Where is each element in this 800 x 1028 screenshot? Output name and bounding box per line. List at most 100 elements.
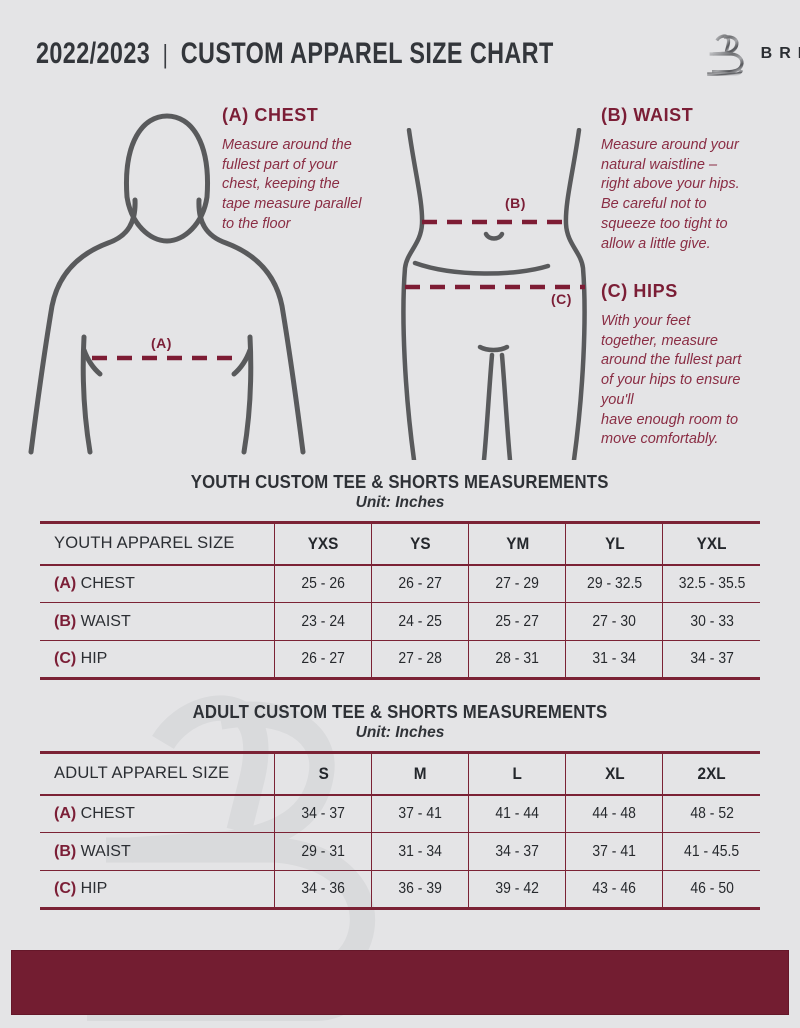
- size-range-cell: 26 - 27: [371, 564, 469, 603]
- youth-section-title: YOUTH CUSTOM TEE & SHORTS MEASUREMENTS: [191, 472, 609, 492]
- waist-instructions: (B) WAIST Measure around your natural wa…: [601, 105, 791, 254]
- youth-unit-label: Unit: Inches: [355, 494, 445, 511]
- measurement-label-cell: (B) WAIST: [40, 602, 275, 641]
- measurement-label-cell: (A) CHEST: [40, 795, 275, 833]
- brand-name: BREAKAWAY: [760, 45, 800, 62]
- marker-prefix: (B): [54, 842, 77, 860]
- measurement-name: HIP: [80, 650, 108, 667]
- table-header-row: ADULT APPAREL SIZE S M L XL 2XL: [40, 752, 760, 796]
- size-range-cell: 34 - 37: [274, 794, 372, 833]
- torso-figure-illustration: [28, 113, 306, 455]
- waist-description: Measure around your natural waistline – …: [601, 137, 740, 252]
- size-range-cell: 39 - 42: [468, 870, 566, 909]
- size-range-cell: 34 - 37: [662, 640, 760, 679]
- table-row: (B) WAIST 23 - 24 24 - 25 25 - 27 27 - 30 30 …: [40, 602, 760, 641]
- size-range-cell: 37 - 41: [371, 794, 469, 833]
- size-range-cell: 29 - 32.5: [565, 564, 663, 603]
- marker-prefix: (C): [54, 880, 77, 897]
- season-label: 2022/2023: [36, 37, 151, 70]
- chest-marker-label: (A): [151, 335, 172, 351]
- waist-marker-label: (B): [505, 195, 526, 211]
- youth-measurements-section: YOUTH CUSTOM TEE & SHORTS MEASUREMENTS U…: [40, 472, 760, 680]
- page-title: 2022/2023 | CUSTOM APPAREL SIZE CHART: [36, 37, 554, 71]
- hips-description: With your feet together, measure around …: [601, 313, 742, 448]
- size-range-cell: 46 - 50: [662, 870, 760, 909]
- size-range-cell: 25 - 27: [468, 602, 566, 641]
- size-range-cell: 48 - 52: [662, 794, 760, 833]
- adult-unit-label: Unit: Inches: [355, 724, 445, 741]
- size-range-cell: 43 - 46: [565, 870, 663, 909]
- size-range-cell: 29 - 31: [274, 832, 372, 871]
- measurement-label-cell: (C) HIP: [40, 870, 275, 909]
- apparel-size-header: YOUTH APPAREL SIZE: [40, 522, 275, 566]
- size-range-cell: 34 - 36: [274, 870, 372, 909]
- size-range-cell: 34 - 37: [468, 832, 566, 871]
- chest-description: Measure around the fullest part of your …: [222, 137, 362, 232]
- chest-instructions: (A) CHEST Measure around the fullest par…: [222, 105, 407, 235]
- measurement-name: WAIST: [80, 842, 131, 860]
- size-column-header: M: [371, 752, 469, 796]
- brand-block: BREAKAWAY: [700, 29, 800, 79]
- size-column-header: XL: [565, 752, 663, 796]
- size-range-cell: 41 - 44: [468, 794, 566, 833]
- size-range-cell: 26 - 27: [274, 640, 372, 679]
- size-range-cell: 27 - 30: [565, 602, 663, 641]
- apparel-size-header: ADULT APPAREL SIZE: [40, 752, 275, 796]
- measurement-label-cell: (A) CHEST: [40, 565, 275, 603]
- hips-heading: (C) HIPS: [601, 281, 678, 301]
- size-range-cell: 27 - 28: [371, 640, 469, 679]
- chart-title-label: CUSTOM APPAREL SIZE CHART: [180, 37, 554, 70]
- size-column-header: YM: [468, 522, 566, 566]
- adult-measurements-section: ADULT CUSTOM TEE & SHORTS MEASUREMENTS U…: [40, 702, 760, 910]
- measurement-name: HIP: [80, 880, 108, 897]
- hips-figure-illustration: [401, 128, 587, 460]
- size-column-header: 2XL: [662, 752, 760, 796]
- footer-bar: [11, 950, 789, 1015]
- measurement-name: CHEST: [80, 804, 135, 822]
- size-range-cell: 44 - 48: [565, 794, 663, 833]
- size-range-cell: 36 - 39: [371, 870, 469, 909]
- table-row: (C) HIP 34 - 36 36 - 39 39 - 42 43 - 46 46 - …: [40, 870, 760, 909]
- size-range-cell: 23 - 24: [274, 602, 372, 641]
- size-range-cell: 31 - 34: [565, 640, 663, 679]
- breakaway-b-logo-icon: [706, 34, 744, 76]
- adult-section-title: ADULT CUSTOM TEE & SHORTS MEASUREMENTS: [192, 702, 608, 722]
- adult-size-table: ADULT APPAREL SIZE S M L XL 2XL (A) CHEST 34 - …: [40, 751, 760, 910]
- marker-prefix: (A): [54, 574, 77, 592]
- table-row: (A) CHEST 25 - 26 26 - 27 27 - 29 29 - 32.5 3…: [40, 564, 760, 603]
- table-header-row: YOUTH APPAREL SIZE YXS YS YM YL YXL: [40, 522, 760, 566]
- size-range-cell: 31 - 34: [371, 832, 469, 871]
- size-range-cell: 30 - 33: [662, 602, 760, 641]
- size-range-cell: 32.5 - 35.5: [662, 564, 760, 603]
- size-range-cell: 27 - 29: [468, 564, 566, 603]
- size-range-cell: 37 - 41: [565, 832, 663, 871]
- size-range-cell: 24 - 25: [371, 602, 469, 641]
- hip-marker-label: (C): [551, 291, 572, 307]
- title-divider: |: [162, 38, 169, 69]
- hips-instructions: (C) HIPS With your feet together, measur…: [601, 281, 791, 450]
- size-range-cell: 41 - 45.5: [662, 832, 760, 871]
- youth-size-table: YOUTH APPAREL SIZE YXS YS YM YL YXL (A) CHEST 2…: [40, 521, 760, 680]
- marker-prefix: (C): [54, 650, 77, 667]
- measurement-label-cell: (C) HIP: [40, 640, 275, 679]
- measurement-name: CHEST: [80, 574, 135, 592]
- page-header: 2022/2023 | CUSTOM APPAREL SIZE CHART: [36, 28, 800, 80]
- size-column-header: YXS: [274, 522, 372, 566]
- waist-heading: (B) WAIST: [601, 105, 694, 125]
- marker-prefix: (B): [54, 612, 77, 630]
- size-column-header: L: [468, 752, 566, 796]
- table-row: (A) CHEST 34 - 37 37 - 41 41 - 44 44 - 48 48 …: [40, 794, 760, 833]
- table-row: (C) HIP 26 - 27 27 - 28 28 - 31 31 - 34 34 - …: [40, 640, 760, 679]
- measurement-name: WAIST: [80, 612, 131, 630]
- size-column-header: YL: [565, 522, 663, 566]
- size-column-header: S: [274, 752, 372, 796]
- size-column-header: YS: [371, 522, 469, 566]
- table-row: (B) WAIST 29 - 31 31 - 34 34 - 37 37 - 41 41 …: [40, 832, 760, 871]
- size-range-cell: 25 - 26: [274, 564, 372, 603]
- size-range-cell: 28 - 31: [468, 640, 566, 679]
- measurement-label-cell: (B) WAIST: [40, 832, 275, 871]
- chest-heading: (A) CHEST: [222, 105, 319, 125]
- size-column-header: YXL: [662, 522, 760, 566]
- marker-prefix: (A): [54, 804, 77, 822]
